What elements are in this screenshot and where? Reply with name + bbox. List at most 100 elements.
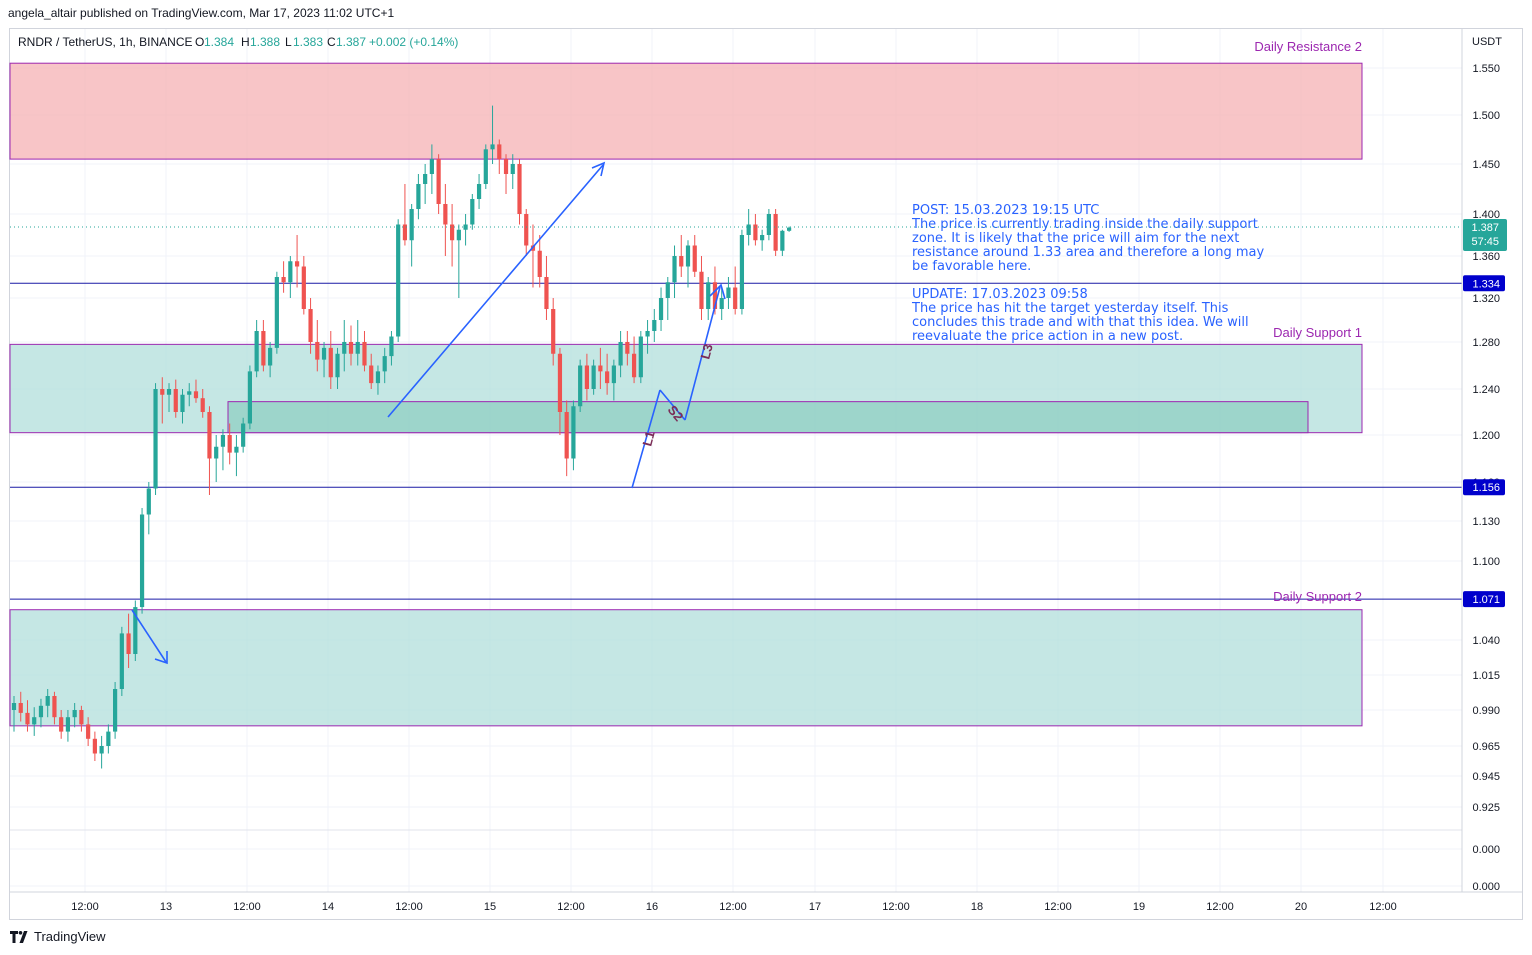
candle-body [706, 282, 711, 309]
candle-body [268, 347, 273, 366]
candle-body [241, 423, 246, 447]
candle-body [476, 184, 482, 199]
candle-body [503, 159, 509, 174]
candle-body [153, 389, 158, 489]
symbol-legend[interactable]: RNDR / TetherUS, 1h, BINANCE O 1.384 H 1… [18, 35, 458, 49]
chart-frame [9, 28, 1523, 920]
candle-body [571, 406, 576, 459]
candle-body [321, 347, 327, 360]
currency-label: USDT [1472, 36, 1502, 48]
price-tick-labels: 1.550 1.500 1.450 1.400 1.360 1.320 1.280 1.240… [1472, 63, 1500, 893]
candle-body [726, 287, 731, 298]
price-tick-label: 1.100 [1472, 556, 1500, 568]
candle-body [79, 710, 84, 725]
ohlc-change: +0.002 (+0.14%) [369, 35, 458, 49]
candle-body [288, 261, 293, 283]
trend-arrows [131, 161, 726, 665]
candle-body [375, 371, 381, 384]
time-tick-label: 17 [809, 901, 821, 913]
candle-body [584, 365, 589, 389]
price-badge-label: 1.334 [1472, 278, 1500, 290]
ohlc-close-label: C [327, 35, 336, 49]
publisher-line: angela_altair published on TradingView.c… [8, 6, 395, 20]
candle-body [261, 331, 266, 366]
wave-line-2 [659, 389, 686, 421]
candle-body [247, 371, 252, 424]
candle-body [429, 159, 434, 174]
candle-body [32, 717, 37, 725]
candle-body [753, 224, 758, 241]
candle-body [497, 144, 502, 160]
wave-label-l3: L3 [697, 342, 715, 361]
zone-labels: Daily Resistance 2 Daily Support 1 Daily… [1254, 39, 1362, 604]
note-post-line: The price is currently trading inside th… [911, 217, 1258, 232]
horizontal-lines [10, 282, 1462, 600]
candle-body [52, 696, 57, 718]
price-tick-label: 1.360 [1472, 251, 1500, 263]
candle-body [719, 298, 724, 309]
candle-body [207, 412, 212, 459]
candle-body [463, 224, 468, 230]
candle-body [409, 209, 414, 241]
price-tick-label: 0.925 [1472, 802, 1500, 814]
zone-label-support-1: Daily Support 1 [1273, 325, 1362, 340]
price-tick-label: 0.965 [1472, 741, 1500, 753]
candle-body [557, 353, 563, 412]
candle-body [510, 164, 515, 174]
zone-label-support-2: Daily Support 2 [1273, 589, 1362, 604]
candle-body [712, 282, 718, 309]
note-post-line: be favorable here. [912, 259, 1031, 274]
idea-notes: POST: 15.03.2023 19:15 UTC The price is … [911, 203, 1264, 344]
price-badge [1463, 479, 1505, 496]
price-tick-label: 1.130 [1472, 516, 1500, 528]
candle-body [11, 703, 17, 710]
candle-body [133, 607, 138, 654]
last-price-countdown: 57:45 [1471, 236, 1499, 248]
candle-body [382, 356, 387, 372]
candle-body [780, 230, 785, 251]
price-tick-label: 1.200 [1472, 430, 1500, 442]
time-tick-labels: 12:00 13 12:00 14 12:00 15 12:00 16 12:00 17 12:00… [71, 901, 1397, 913]
candle-body [773, 214, 778, 251]
candle-body [106, 731, 111, 746]
candle-body [294, 261, 300, 267]
candle-body [227, 435, 232, 453]
footer-brand[interactable]: TradingView [10, 929, 106, 944]
wave-line-3 [684, 286, 721, 421]
ohlc-high: 1.388 [250, 35, 280, 49]
time-tick-label: 12:00 [1206, 901, 1234, 913]
price-axis[interactable]: USDT [10, 28, 1522, 893]
candle-body [564, 412, 569, 459]
time-tick-label: 19 [1133, 901, 1145, 913]
note-update-line: reevaluate the price action in a new pos… [912, 329, 1183, 344]
candle-body [483, 149, 488, 184]
candle-body [281, 277, 286, 283]
candle-body [692, 245, 697, 272]
time-tick-label: 12:00 [395, 901, 423, 913]
ohlc-high-label: H [241, 35, 250, 49]
ohlc-open-label: O [195, 35, 204, 49]
price-badge-label: 1.071 [1472, 594, 1500, 606]
candle-body [92, 738, 97, 754]
price-zones [9, 62, 1363, 727]
candle-body [45, 696, 50, 706]
candle-body [180, 394, 185, 412]
symbol-name: RNDR / TetherUS, 1h, BINANCE [18, 35, 193, 49]
time-tick-label: 20 [1295, 901, 1307, 913]
price-badge [1463, 591, 1505, 608]
time-tick-label: 12:00 [1044, 901, 1072, 913]
candle-body [524, 214, 529, 246]
price-tick-label: 0.000 [1472, 881, 1500, 893]
candle-body [436, 159, 441, 204]
candle-body [760, 235, 765, 241]
candle-body [652, 320, 657, 331]
candle-body [139, 514, 145, 608]
candle-body [18, 703, 23, 713]
candle-body [456, 229, 461, 241]
zone-resistance [9, 62, 1363, 160]
candle-body [220, 435, 226, 447]
candle-body [315, 342, 320, 360]
arrow-head [709, 283, 726, 300]
candle-body [746, 224, 751, 235]
